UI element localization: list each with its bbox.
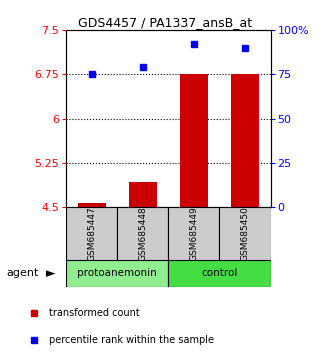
Text: GSM685450: GSM685450 xyxy=(241,206,249,261)
Text: transformed count: transformed count xyxy=(49,308,140,318)
Bar xyxy=(168,207,219,260)
Text: GSM685447: GSM685447 xyxy=(87,206,96,261)
Bar xyxy=(66,207,117,260)
Bar xyxy=(129,182,157,207)
Text: GSM685449: GSM685449 xyxy=(189,206,198,261)
Bar xyxy=(168,260,271,287)
Bar xyxy=(117,207,168,260)
Text: control: control xyxy=(201,268,238,279)
Bar xyxy=(180,74,208,207)
Text: agent: agent xyxy=(7,268,39,279)
Text: GDS4457 / PA1337_ansB_at: GDS4457 / PA1337_ansB_at xyxy=(78,16,252,29)
Bar xyxy=(78,203,106,207)
Text: ►: ► xyxy=(46,267,56,280)
Bar xyxy=(66,260,168,287)
Text: GSM685448: GSM685448 xyxy=(138,206,147,261)
Bar xyxy=(219,207,271,260)
Bar xyxy=(231,74,259,207)
Text: protoanemonin: protoanemonin xyxy=(77,268,157,279)
Text: percentile rank within the sample: percentile rank within the sample xyxy=(49,335,214,344)
